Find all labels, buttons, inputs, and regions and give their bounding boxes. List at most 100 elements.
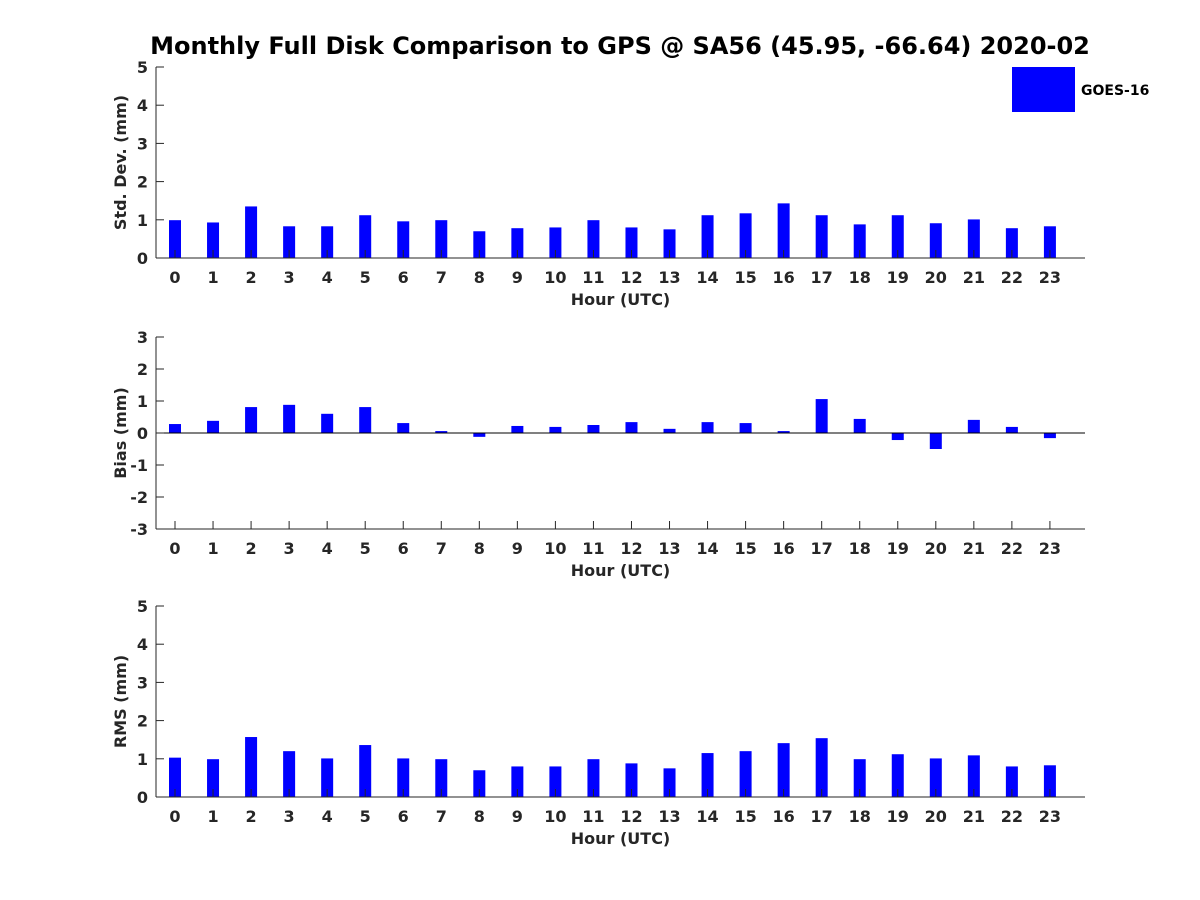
bias-xtick-label: 15 — [734, 539, 756, 558]
std-dev-bar-11 — [587, 220, 600, 258]
bias-xtick-label: 4 — [322, 539, 333, 558]
bias-xtick-label: 18 — [849, 539, 871, 558]
bias-bar-13 — [663, 428, 676, 433]
bias-xtick-label: 21 — [963, 539, 985, 558]
bias-bar-18 — [853, 418, 866, 433]
rms-ytick-label: 0 — [137, 788, 148, 807]
rms-xtick-label: 13 — [658, 807, 680, 826]
std-dev-bar-6 — [397, 221, 410, 258]
rms-xtick-label: 15 — [734, 807, 756, 826]
std-dev-bar-1 — [207, 222, 220, 258]
bias-bar-12 — [625, 422, 638, 433]
rms-bar-9 — [511, 766, 524, 797]
rms-xtick-label: 12 — [620, 807, 642, 826]
std-dev-xtick-label: 20 — [925, 268, 947, 287]
bias-bar-1 — [207, 420, 220, 433]
std-dev-xtick-label: 16 — [773, 268, 795, 287]
std-dev-ytick-label: 3 — [137, 134, 148, 153]
rms-bar-8 — [473, 770, 486, 797]
std-dev-bar-2 — [245, 206, 258, 258]
bias-xtick-label: 3 — [284, 539, 295, 558]
std-dev-xtick-label: 19 — [887, 268, 909, 287]
rms-xtick-label: 2 — [246, 807, 257, 826]
rms-xtick-label: 0 — [169, 807, 180, 826]
rms-bar-23 — [1043, 765, 1056, 797]
rms-xtick-label: 20 — [925, 807, 947, 826]
rms-xtick-label: 18 — [849, 807, 871, 826]
rms-xtick-label: 22 — [1001, 807, 1023, 826]
bias-xtick-label: 1 — [207, 539, 218, 558]
std-dev-xtick-label: 13 — [658, 268, 680, 287]
std-dev-xtick-label: 18 — [849, 268, 871, 287]
bias-bar-22 — [1005, 426, 1018, 433]
bias-ytick-label: 2 — [137, 360, 148, 379]
rms-bar-6 — [397, 758, 410, 797]
bias-xtick-label: 20 — [925, 539, 947, 558]
rms-xlabel: Hour (UTC) — [571, 829, 671, 848]
rms-ytick-label: 3 — [137, 673, 148, 692]
std-dev-xtick-label: 8 — [474, 268, 485, 287]
bias-bar-15 — [739, 423, 752, 433]
std-dev-xtick-label: 21 — [963, 268, 985, 287]
rms-xtick-label: 4 — [322, 807, 333, 826]
bias-ylabel: Bias (mm) — [111, 387, 130, 479]
rms-bar-11 — [587, 759, 600, 797]
bias-xtick-label: 6 — [398, 539, 409, 558]
bias-xtick-label: 10 — [544, 539, 566, 558]
bias-ytick-label: -1 — [130, 456, 148, 475]
bias-bar-10 — [549, 426, 562, 433]
bias-xtick-label: 9 — [512, 539, 523, 558]
rms-bar-18 — [853, 759, 866, 797]
rms-ytick-label: 1 — [137, 750, 148, 769]
bias-xlabel: Hour (UTC) — [571, 561, 671, 580]
std-dev-bar-10 — [549, 227, 562, 258]
std-dev-ytick-label: 5 — [137, 58, 148, 77]
std-dev-xtick-label: 1 — [207, 268, 218, 287]
rms-xtick-label: 5 — [360, 807, 371, 826]
std-dev-xtick-label: 15 — [734, 268, 756, 287]
std-dev-bar-12 — [625, 227, 638, 258]
bias-xtick-label: 13 — [658, 539, 680, 558]
bias-xtick-label: 23 — [1039, 539, 1061, 558]
rms-bar-17 — [815, 738, 828, 797]
std-dev-xtick-label: 10 — [544, 268, 566, 287]
rms-bar-3 — [283, 751, 296, 797]
bias-bar-5 — [359, 407, 372, 433]
rms-xtick-label: 11 — [582, 807, 604, 826]
rms-bar-2 — [245, 737, 258, 797]
std-dev-xtick-label: 11 — [582, 268, 604, 287]
bias-bar-9 — [511, 425, 524, 433]
bias-bar-7 — [435, 431, 448, 433]
bias-bar-0 — [169, 424, 181, 433]
bias-xtick-label: 22 — [1001, 539, 1023, 558]
bias-bar-14 — [701, 422, 714, 433]
rms-bar-19 — [891, 754, 904, 797]
bias-bar-23 — [1043, 433, 1056, 439]
bias-xtick-label: 16 — [773, 539, 795, 558]
bias-xtick-label: 5 — [360, 539, 371, 558]
rms-ytick-label: 2 — [137, 712, 148, 731]
bias-ytick-label: -2 — [130, 488, 148, 507]
std-dev-ytick-label: 1 — [137, 211, 148, 230]
chart-title: Monthly Full Disk Comparison to GPS @ SA… — [150, 32, 1090, 60]
std-dev-xtick-label: 12 — [620, 268, 642, 287]
bias-bar-21 — [967, 419, 980, 433]
legend: GOES-16 — [1012, 67, 1149, 112]
rms-xtick-label: 1 — [207, 807, 218, 826]
rms-ytick-label: 5 — [137, 597, 148, 616]
std-dev-bar-4 — [321, 226, 334, 258]
std-dev-bar-16 — [777, 203, 790, 258]
std-dev-xtick-label: 17 — [811, 268, 833, 287]
std-dev-bar-13 — [663, 229, 676, 258]
legend-label: GOES-16 — [1081, 83, 1149, 99]
bias-bar-17 — [815, 399, 828, 433]
bias-ytick-label: 0 — [137, 424, 148, 443]
bias-xtick-label: 8 — [474, 539, 485, 558]
rms-xtick-label: 19 — [887, 807, 909, 826]
std-dev-xtick-label: 14 — [696, 268, 718, 287]
std-dev-bar-19 — [891, 215, 904, 258]
bias-xtick-label: 19 — [887, 539, 909, 558]
